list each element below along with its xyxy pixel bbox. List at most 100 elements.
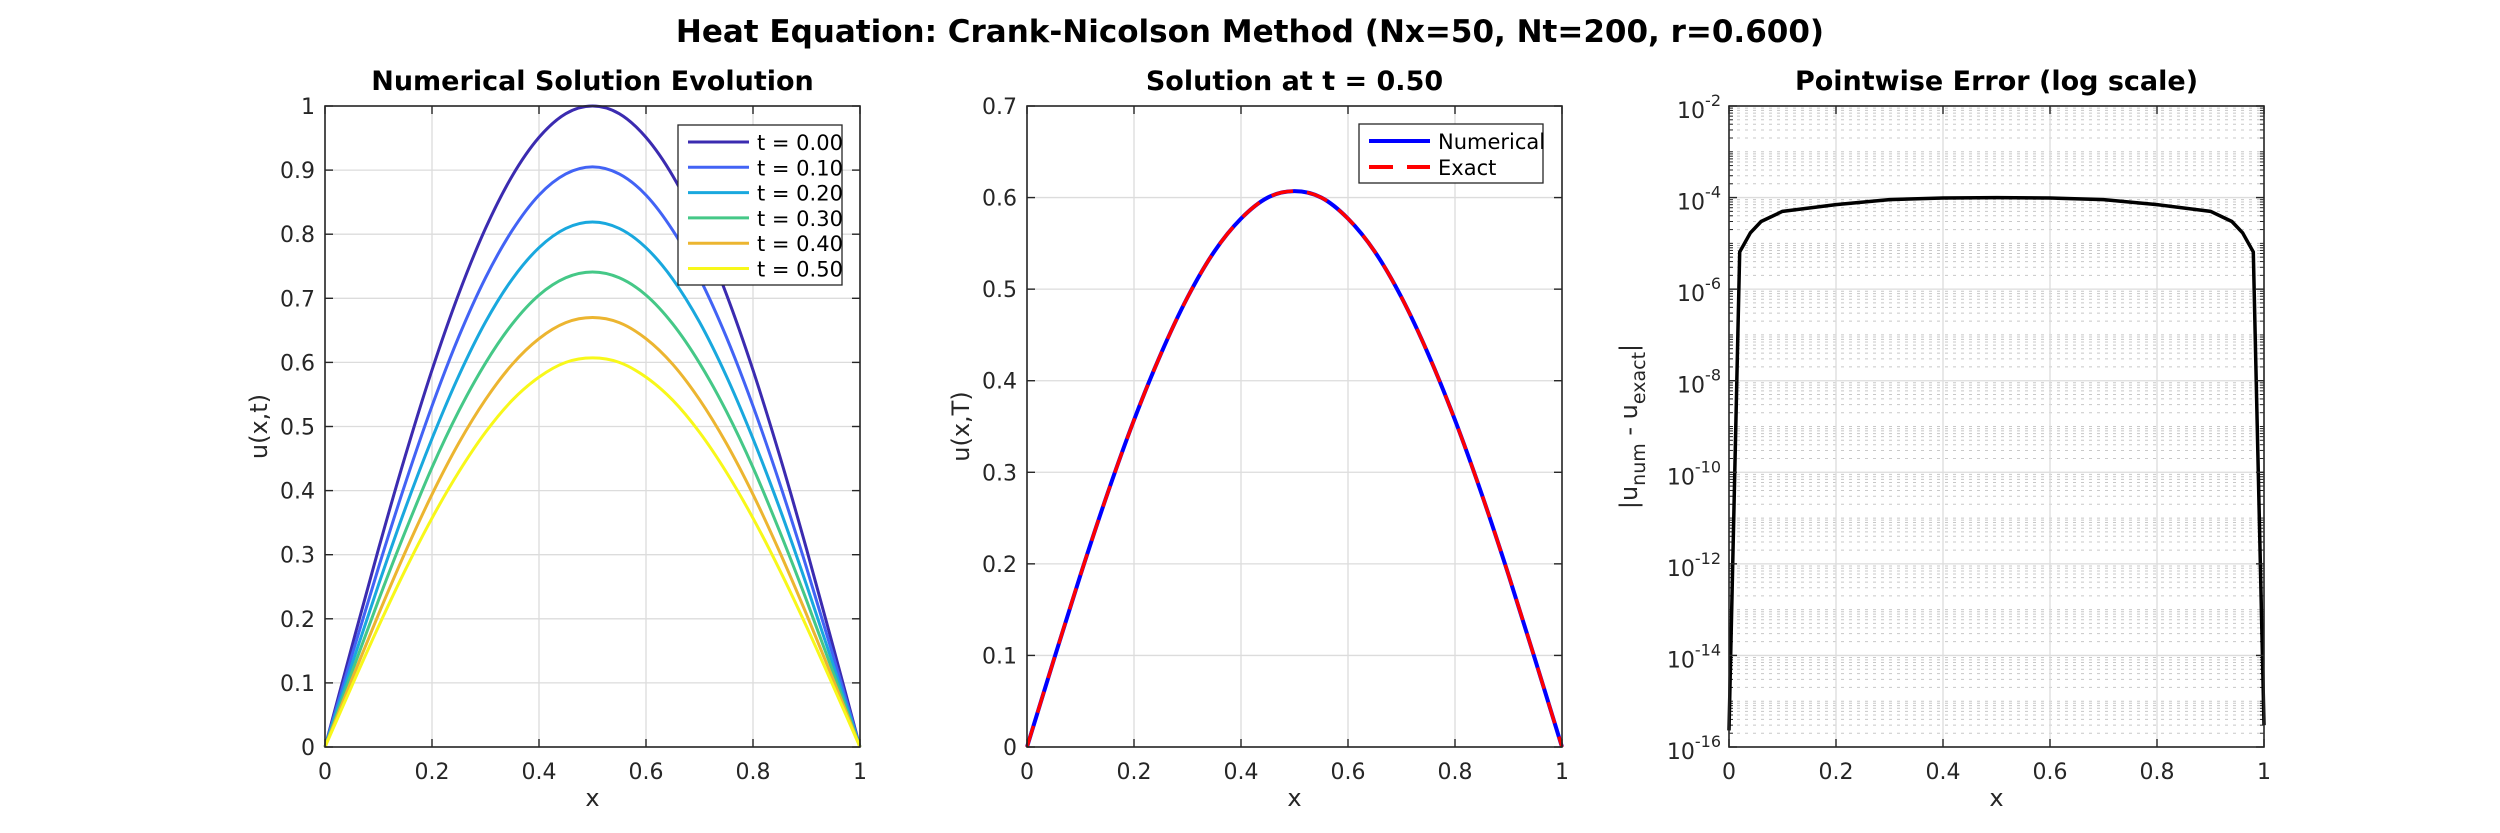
- x-tick-label: 0.4: [1224, 760, 1259, 785]
- subplot-2: 0 0.2 0.4 0.6 0.8 1 0 0.1 0.2 0.3 0.4 0.5 0.6 0.7 Solu…: [947, 66, 1569, 812]
- x-tick-label: 1: [1555, 760, 1569, 785]
- y-tick-label-exponent: -2: [1705, 91, 1721, 110]
- series-line-t-0-10: [323, 165, 862, 748]
- subplot-title: Pointwise Error (log scale): [1795, 66, 2198, 97]
- figure-suptitle: Heat Equation: Crank-Nicolson Method (Nx…: [676, 14, 1824, 50]
- y-tick-label: 0.1: [280, 672, 315, 697]
- y-tick-label: 0.6: [982, 187, 1017, 212]
- y-tick-label: 0.9: [280, 159, 315, 184]
- legend: t = 0.00t = 0.10t = 0.20t = 0.30t = 0.40…: [677, 124, 843, 286]
- x-tick-label: 0.4: [522, 760, 557, 785]
- y-axis-label-subscript: exact: [1628, 352, 1650, 404]
- y-tick-label-exponent: -12: [1695, 549, 1721, 568]
- x-tick-label: 0: [1722, 760, 1736, 785]
- axes-box: [1728, 105, 2265, 748]
- series-line-t-0-40: [323, 316, 862, 748]
- y-tick-label: 0.3: [982, 461, 1017, 486]
- y-tick-label-exponent: -8: [1705, 366, 1721, 385]
- x-axis-label: x: [585, 784, 599, 812]
- y-axis-label-part: |u: [1615, 486, 1643, 509]
- y-tick-label-base: 10: [1667, 740, 1695, 765]
- y-tick-label: 0.8: [280, 223, 315, 248]
- axes-box: [1026, 105, 1563, 748]
- x-axis-label: x: [1287, 784, 1301, 812]
- legend-label: Exact: [1438, 156, 1496, 180]
- x-tick-label: 0.6: [1331, 760, 1366, 785]
- x-tick-label: 0: [1020, 760, 1034, 785]
- x-tick-label: 0: [318, 760, 332, 785]
- y-tick-label-exponent: -14: [1695, 640, 1721, 659]
- plot-area: [1027, 106, 1562, 747]
- x-tick-label: 0.8: [2140, 760, 2175, 785]
- y-tick-label: 10-8: [1677, 366, 1721, 399]
- y-tick-label: 0.4: [982, 370, 1017, 395]
- y-tick-label-base: 10: [1677, 99, 1705, 124]
- legend-label: t = 0.10: [757, 156, 843, 180]
- legend-label: t = 0.20: [757, 182, 843, 206]
- series-line-exact: [1025, 189, 1564, 748]
- x-tick-label: 0.8: [736, 760, 771, 785]
- legend-label: t = 0.40: [757, 232, 843, 256]
- y-tick-label-exponent: -10: [1695, 457, 1721, 476]
- y-tick-label: 0.1: [982, 644, 1017, 669]
- subplot-1: 0 0.2 0.4 0.6 0.8 1 0 0.1 0.2 0.3 0.4 0.5 0.6 0.7 0.8 0…: [245, 66, 867, 812]
- y-tick-label: 0.5: [982, 278, 1017, 303]
- subplot-title: Solution at t = 0.50: [1146, 66, 1443, 97]
- x-axis-label: x: [1989, 784, 2003, 812]
- y-tick-label-base: 10: [1677, 374, 1705, 399]
- y-tick-label: 10-14: [1667, 640, 1721, 673]
- y-tick-label: 0.3: [280, 544, 315, 569]
- series-line-t-0-50: [323, 356, 862, 748]
- y-tick-label: 0.2: [280, 608, 315, 633]
- y-tick-label: 10-2: [1677, 91, 1721, 124]
- y-tick-label-exponent: -16: [1695, 732, 1721, 751]
- y-tick-label-base: 10: [1677, 191, 1705, 216]
- x-tick-label: 0.4: [1926, 760, 1961, 785]
- legend-label: t = 0.30: [757, 207, 843, 231]
- x-tick-label: 0.2: [1819, 760, 1854, 785]
- y-tick-label: 0.2: [982, 553, 1017, 578]
- y-axis-label-part: |: [1615, 344, 1643, 352]
- y-tick-label: 10-16: [1667, 732, 1721, 765]
- y-axis-label-part: - u: [1615, 404, 1643, 443]
- y-tick-label: 0.5: [280, 416, 315, 441]
- subplot-3: 0 0.2 0.4 0.6 0.8 110-1610-1410-1210-1010-810…: [1615, 66, 2271, 812]
- y-tick-label: 10-10: [1667, 457, 1721, 490]
- y-tick-label-base: 10: [1667, 465, 1695, 490]
- y-tick-label-base: 10: [1677, 282, 1705, 307]
- x-tick-label: 0.2: [415, 760, 450, 785]
- y-axis-label: u(x,t): [245, 394, 273, 459]
- x-tick-label: 0.8: [1438, 760, 1473, 785]
- y-tick-label-exponent: -4: [1705, 183, 1721, 202]
- x-tick-label: 1: [853, 760, 867, 785]
- x-tick-label: 0.6: [2033, 760, 2068, 785]
- y-tick-label: 0.4: [280, 480, 315, 505]
- series-line-t-0-30: [323, 270, 862, 748]
- legend-label: t = 0.00: [757, 131, 843, 155]
- y-axis-label: u(x,T): [947, 391, 975, 461]
- y-tick-label: 0.7: [280, 287, 315, 312]
- series-line-t-0-20: [323, 220, 862, 748]
- y-tick-label-base: 10: [1667, 648, 1695, 673]
- y-tick-label: 0: [301, 736, 315, 761]
- y-tick-label: 1: [301, 95, 315, 120]
- x-tick-label: 0.6: [629, 760, 664, 785]
- y-axis-label-subscript: num: [1628, 443, 1650, 486]
- legend-box: [1358, 123, 1544, 184]
- legend-label: Numerical: [1438, 130, 1545, 154]
- y-tick-label: 10-6: [1677, 274, 1721, 307]
- legend-label: t = 0.50: [757, 258, 843, 282]
- series-line-error: [1727, 195, 2266, 731]
- y-tick-label: 10-4: [1677, 183, 1721, 216]
- y-tick-label-exponent: -6: [1705, 274, 1721, 293]
- y-tick-label: 0.6: [280, 351, 315, 376]
- x-tick-label: 0.2: [1117, 760, 1152, 785]
- legend-box: [677, 124, 843, 286]
- x-tick-label: 1: [2257, 760, 2271, 785]
- y-tick-label: 10-12: [1667, 549, 1721, 582]
- y-tick-label: 0: [1003, 736, 1017, 761]
- y-tick-label-base: 10: [1667, 557, 1695, 582]
- y-tick-label: 0.7: [982, 95, 1017, 120]
